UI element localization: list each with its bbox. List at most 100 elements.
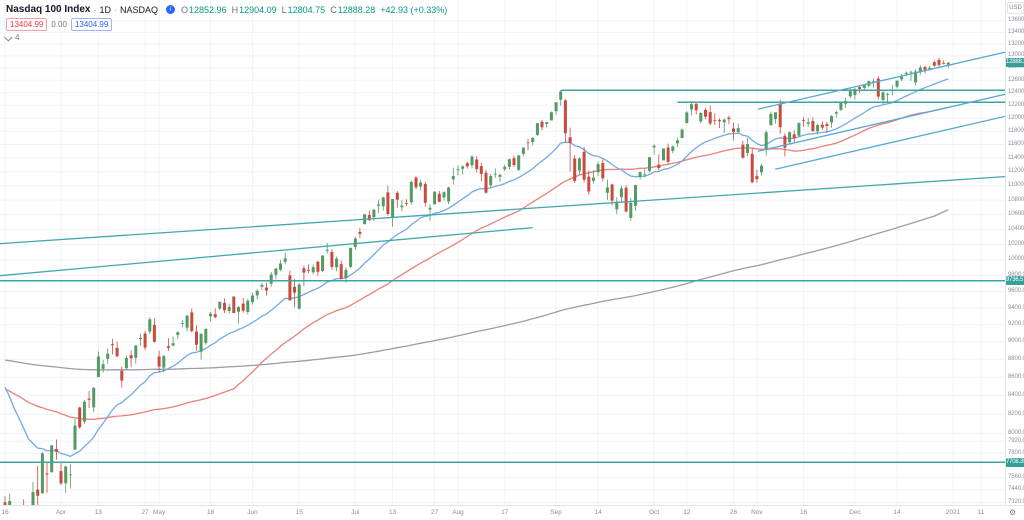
price-tick-label: 7560.00 bbox=[1008, 473, 1024, 480]
gear-icon[interactable]: ⚙ bbox=[1009, 508, 1017, 517]
time-tick-label: 15 bbox=[295, 509, 303, 516]
candle-body bbox=[746, 144, 749, 153]
candle-body bbox=[185, 315, 189, 328]
candle-body bbox=[143, 333, 147, 348]
candle-body bbox=[769, 113, 773, 126]
candle-body bbox=[78, 407, 82, 428]
separator: · bbox=[93, 4, 97, 15]
price-tick-label: 8000.00 bbox=[1008, 429, 1024, 436]
candle-body bbox=[325, 249, 329, 251]
candle-body bbox=[722, 119, 726, 123]
price-tick-label: 8600.00 bbox=[1008, 373, 1024, 380]
price-tick-label: 13400.00 bbox=[1008, 28, 1024, 35]
price-chart[interactable] bbox=[0, 0, 1005, 505]
price-axis[interactable]: USD 13600.00 13400.00 13200.00 13000.00 1280… bbox=[1005, 0, 1024, 505]
candle-body bbox=[587, 176, 591, 192]
candle-body bbox=[573, 158, 577, 182]
candle-body bbox=[54, 449, 58, 452]
candle-body bbox=[657, 164, 661, 168]
close-value: 12888.28 bbox=[337, 4, 376, 15]
candle-body bbox=[783, 135, 787, 148]
candle-body bbox=[437, 193, 441, 202]
candle-body bbox=[251, 295, 254, 303]
candle-body bbox=[190, 312, 194, 332]
candle-body bbox=[591, 177, 595, 181]
candle-body bbox=[676, 140, 679, 144]
candle-body bbox=[227, 306, 231, 311]
candle-body bbox=[881, 92, 885, 100]
candle-body bbox=[166, 346, 170, 348]
candle-body bbox=[904, 72, 908, 74]
candle-body bbox=[120, 370, 124, 381]
time-tick-label: Nov bbox=[751, 509, 763, 516]
price-tick-label: 13200.00 bbox=[1008, 40, 1024, 47]
candle-body bbox=[307, 269, 311, 271]
time-tick-label: 27 bbox=[431, 509, 439, 516]
price-tick-label: 7440.00 bbox=[1008, 486, 1024, 493]
candle-body bbox=[475, 159, 479, 170]
candle-body bbox=[778, 103, 782, 128]
price-tick-label: 7920.00 bbox=[1008, 437, 1024, 444]
candle-body bbox=[148, 319, 152, 332]
price-tick-label: 11800.00 bbox=[1008, 127, 1024, 134]
fast-ma-line bbox=[4, 78, 949, 458]
candle-body bbox=[134, 345, 138, 358]
price-tick-label: 10600.00 bbox=[1008, 211, 1024, 218]
candle-body bbox=[484, 172, 488, 193]
candle-body bbox=[110, 344, 114, 346]
difference-value: 0.00 bbox=[51, 19, 67, 29]
candle-body bbox=[942, 63, 946, 64]
candle-body bbox=[96, 356, 100, 378]
candle-body bbox=[582, 151, 586, 180]
candle-body bbox=[680, 129, 684, 138]
candle-body bbox=[521, 147, 525, 154]
medium-ma-line bbox=[4, 106, 949, 421]
time-tick-label: Aug bbox=[452, 509, 464, 516]
candle-body bbox=[209, 313, 212, 317]
candle-body bbox=[162, 356, 166, 368]
red-price-chip[interactable]: 13404.99 bbox=[6, 17, 48, 31]
candle-body bbox=[442, 192, 446, 198]
price-tick-label: 12400.00 bbox=[1008, 89, 1024, 96]
exchange-label: NASDAQ bbox=[120, 4, 159, 15]
slow-ma-line bbox=[4, 209, 949, 371]
candle-body bbox=[297, 284, 301, 309]
info-icon[interactable]: i bbox=[166, 5, 176, 14]
candle-body bbox=[535, 123, 539, 135]
time-tick-label: Dec bbox=[849, 509, 861, 516]
ohlc-readout: O 12852.96 H 12904.09 L 12804.75 C 12888.28 … bbox=[181, 5, 447, 15]
candle-body bbox=[624, 187, 628, 212]
candle-body bbox=[302, 268, 306, 273]
candle-body bbox=[755, 176, 759, 180]
candle-body bbox=[704, 109, 707, 117]
blue-price-chip[interactable]: 13404.99 bbox=[70, 17, 113, 31]
candle-body bbox=[283, 258, 287, 262]
time-axis[interactable]: 16 Apr 13 27 May 18 Jun 15 Jul 13 27 Aug 17 Sep 14 Oct 1… bbox=[0, 505, 1024, 520]
interval-label[interactable]: 1D bbox=[99, 4, 111, 15]
candle-body bbox=[848, 91, 852, 97]
candle-body bbox=[563, 100, 567, 134]
candle-body bbox=[213, 314, 217, 318]
candle-body bbox=[433, 191, 437, 205]
candle-body bbox=[774, 112, 777, 120]
candle-body bbox=[470, 156, 474, 166]
time-tick-label: 27 bbox=[141, 509, 149, 516]
candle-body bbox=[311, 267, 315, 273]
symbol-title[interactable]: Nasdaq 100 Index bbox=[6, 4, 91, 15]
candle-body bbox=[764, 132, 768, 150]
price-tick-label: 11400.00 bbox=[1008, 154, 1024, 161]
price-tick-label: 9400.00 bbox=[1008, 304, 1024, 311]
collapsed-indicators-toggle[interactable]: 4 bbox=[4, 32, 447, 42]
low-label: L bbox=[281, 4, 287, 15]
candle-body bbox=[605, 187, 609, 193]
candle-body bbox=[517, 155, 521, 170]
candle-body bbox=[615, 201, 619, 210]
candle-body bbox=[928, 67, 932, 69]
candle-body bbox=[858, 87, 862, 89]
trendline-drawing bbox=[0, 175, 1005, 245]
currency-button[interactable]: USD bbox=[1007, 2, 1024, 14]
candle-body bbox=[507, 159, 511, 167]
candle-body bbox=[708, 112, 712, 124]
candle-body bbox=[918, 67, 922, 73]
time-tick-label: 12 bbox=[683, 509, 691, 516]
